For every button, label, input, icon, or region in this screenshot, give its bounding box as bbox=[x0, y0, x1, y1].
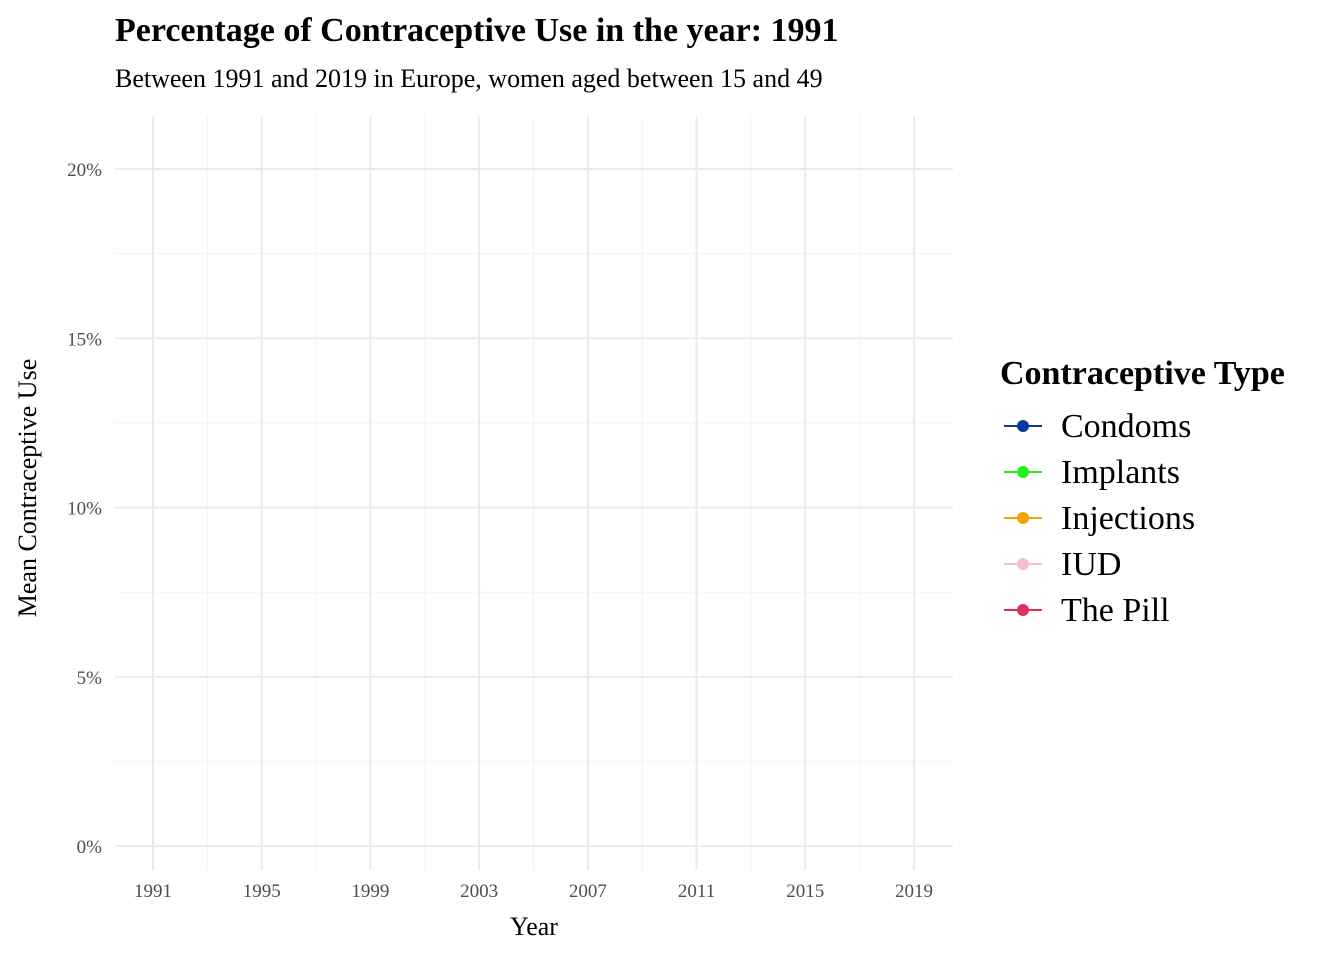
chart-subtitle: Between 1991 and 2019 in Europe, women a… bbox=[115, 64, 823, 93]
grid bbox=[115, 116, 953, 870]
x-axis-ticks: 1991 1995 1999 2003 2007 2011 2015 2019 bbox=[134, 881, 933, 902]
x-tick-label: 1995 bbox=[243, 881, 281, 902]
legend-item: Implants bbox=[1004, 454, 1180, 491]
legend-item: Injections bbox=[1004, 500, 1195, 537]
legend-key-point bbox=[1017, 512, 1029, 524]
legend-label: The Pill bbox=[1061, 592, 1170, 629]
x-tick-label: 2011 bbox=[678, 881, 715, 902]
x-tick-label: 2019 bbox=[895, 881, 933, 902]
legend-item: IUD bbox=[1004, 546, 1121, 583]
legend-label: Condoms bbox=[1061, 408, 1191, 445]
legend-key-point bbox=[1017, 558, 1029, 570]
y-axis-title: Mean Contraceptive Use bbox=[13, 359, 42, 617]
legend-label: IUD bbox=[1061, 546, 1121, 583]
chart-title: Percentage of Contraceptive Use in the y… bbox=[115, 12, 839, 49]
legend-title: Contraceptive Type bbox=[1000, 355, 1285, 392]
x-tick-label: 1999 bbox=[351, 881, 389, 902]
x-tick-label: 2007 bbox=[569, 881, 607, 902]
legend-key-point bbox=[1017, 604, 1029, 616]
x-tick-label: 1991 bbox=[134, 881, 172, 902]
y-axis-ticks: 0% 5% 10% 15% 20% bbox=[67, 160, 102, 858]
x-axis-title: Year bbox=[510, 912, 558, 941]
x-tick-label: 2015 bbox=[786, 881, 824, 902]
y-tick-label: 15% bbox=[67, 329, 102, 350]
legend: Contraceptive Type Condoms Implants Inject… bbox=[1000, 355, 1285, 629]
legend-item: Condoms bbox=[1004, 408, 1191, 445]
y-tick-label: 10% bbox=[67, 499, 102, 520]
x-tick-label: 2003 bbox=[460, 881, 498, 902]
y-tick-label: 20% bbox=[67, 160, 102, 181]
y-tick-label: 0% bbox=[77, 837, 103, 858]
y-tick-label: 5% bbox=[77, 668, 103, 689]
legend-key-point bbox=[1017, 420, 1029, 432]
legend-label: Implants bbox=[1061, 454, 1180, 491]
legend-key-point bbox=[1017, 466, 1029, 478]
legend-item: The Pill bbox=[1004, 592, 1170, 629]
legend-label: Injections bbox=[1061, 500, 1195, 537]
